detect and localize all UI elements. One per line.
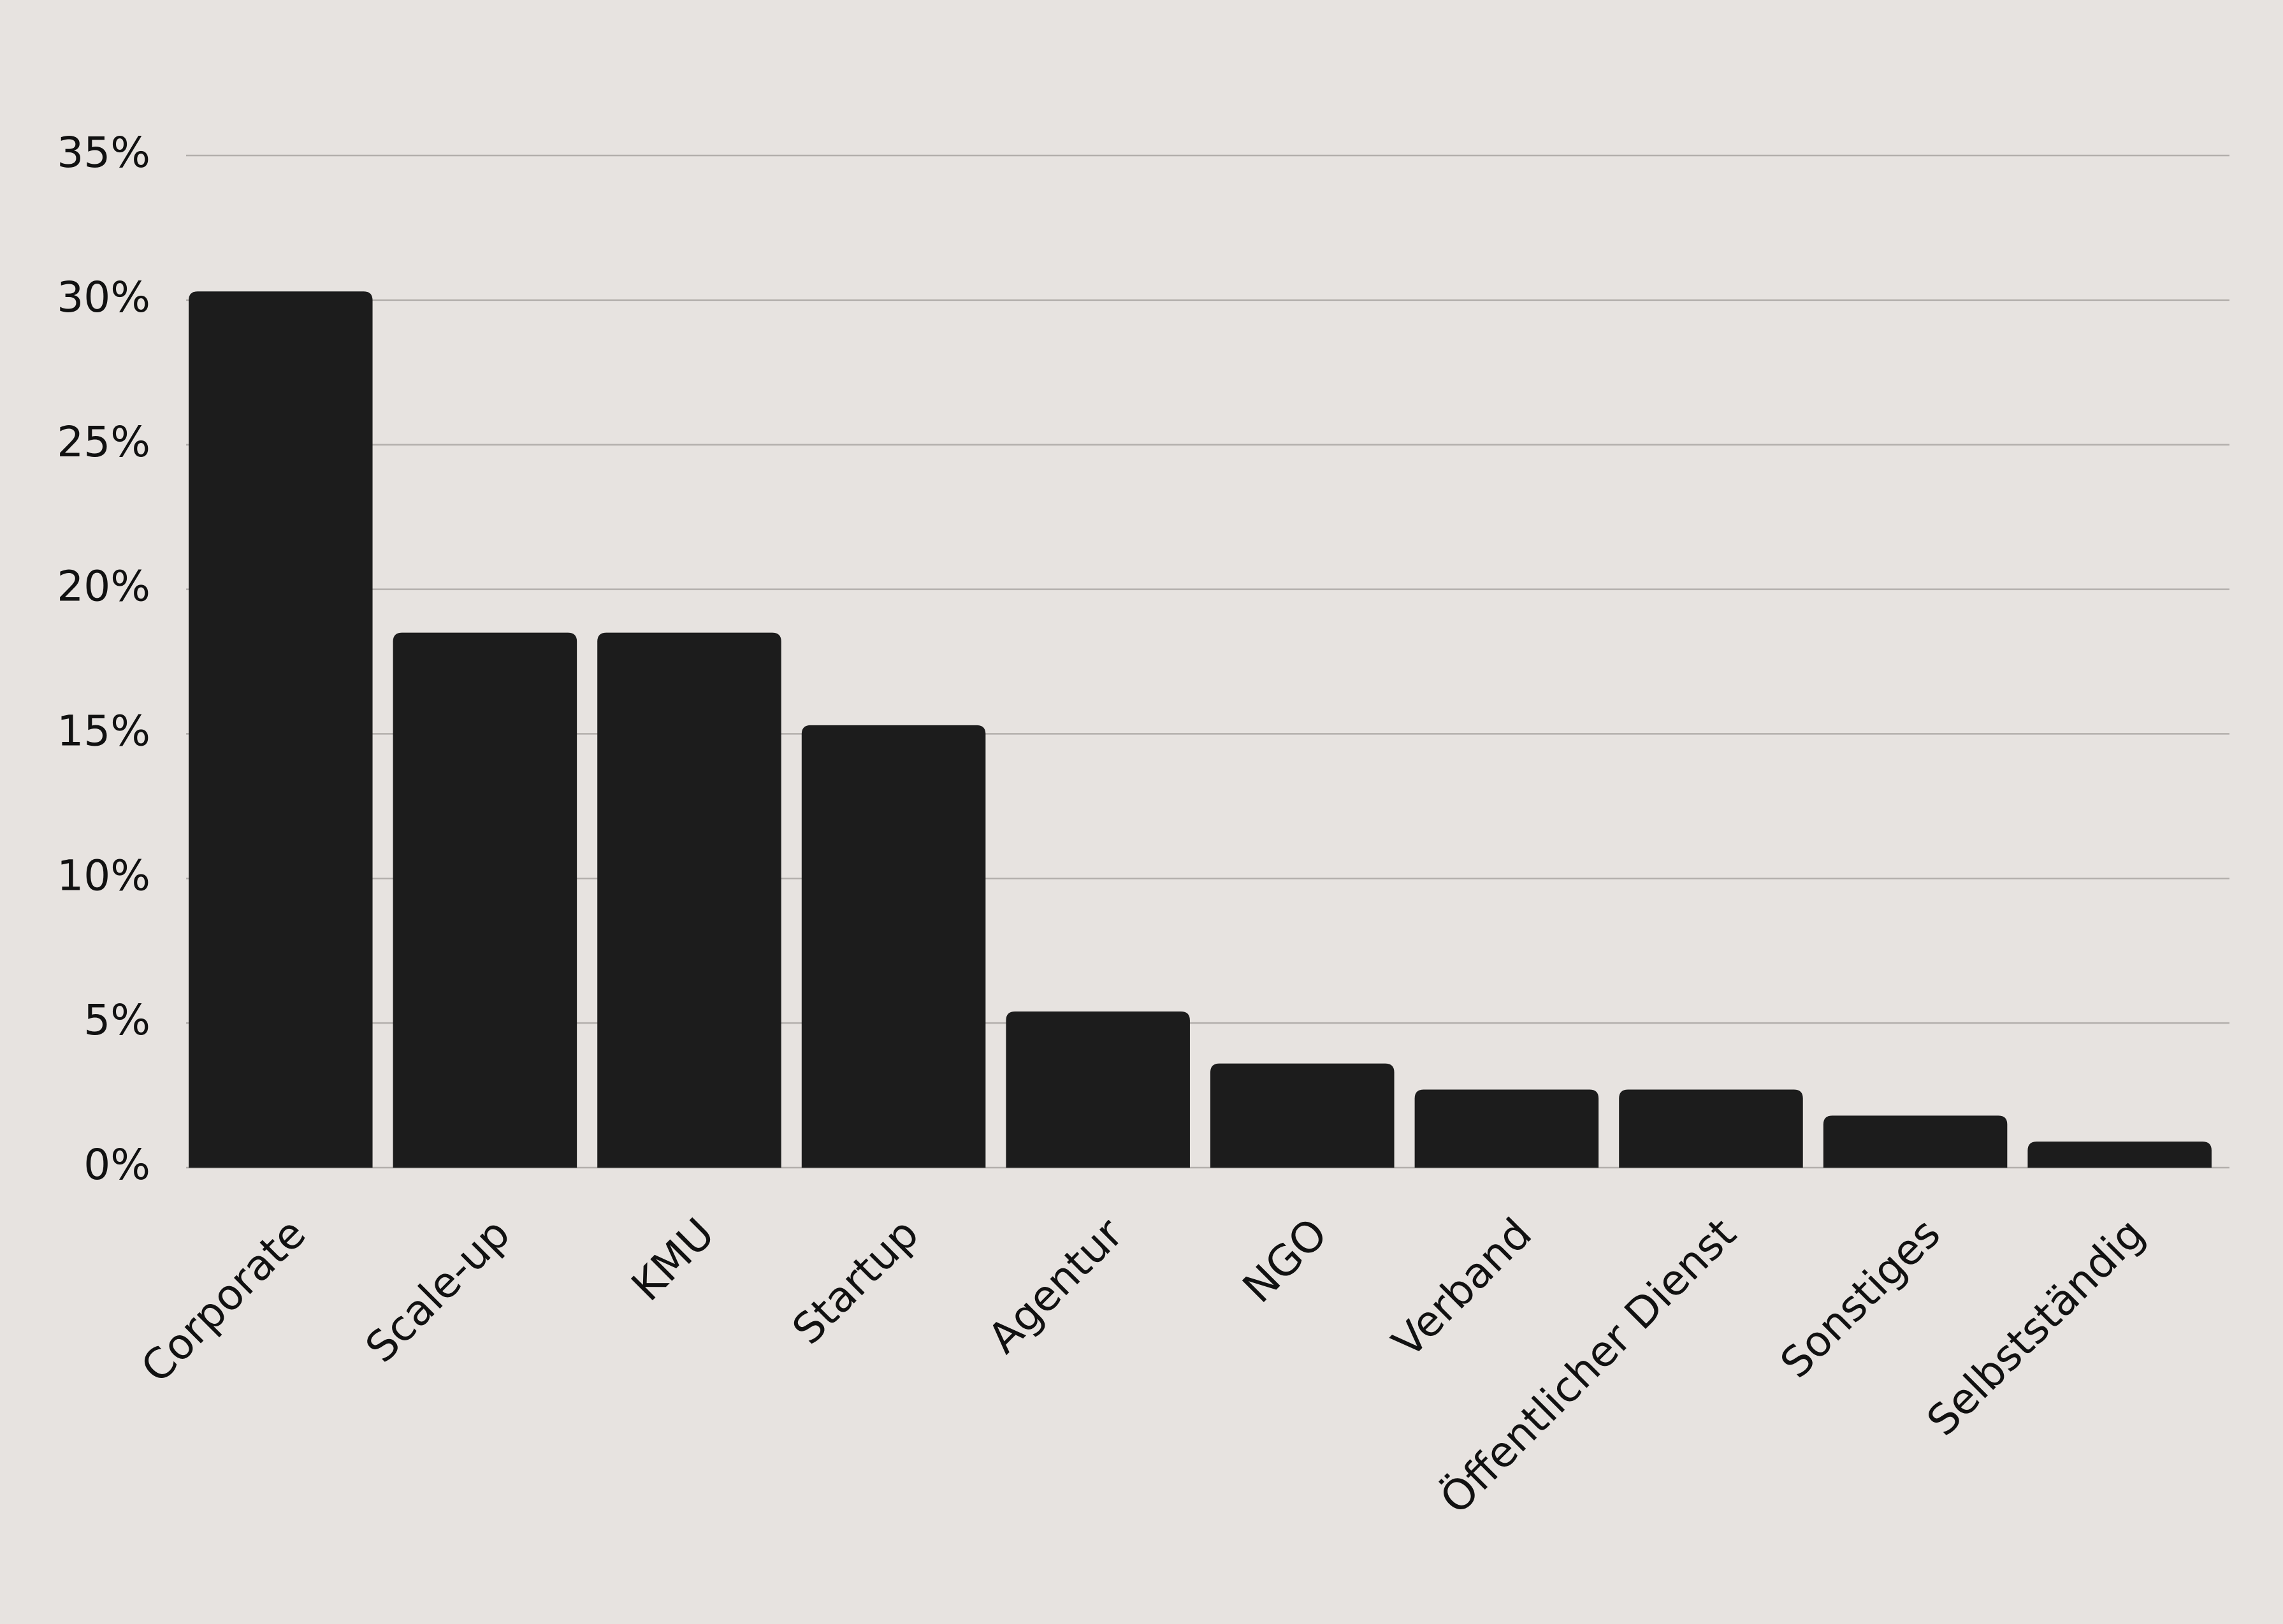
bar [1006, 1011, 1190, 1168]
y-tick-label: 5% [83, 996, 150, 1045]
bar [189, 291, 373, 1168]
bar [393, 632, 577, 1168]
bar [597, 632, 781, 1168]
y-tick-label: 0% [83, 1140, 150, 1189]
y-tick-label: 10% [57, 851, 150, 900]
bar [801, 725, 986, 1168]
bar [2027, 1142, 2212, 1168]
y-tick-label: 20% [57, 562, 150, 611]
bar [1210, 1063, 1395, 1168]
bar [1823, 1115, 2008, 1168]
bar [1619, 1089, 1803, 1168]
y-tick-label: 30% [57, 273, 150, 322]
y-tick-label: 15% [57, 706, 150, 755]
y-tick-label: 35% [57, 128, 150, 177]
y-tick-label: 25% [57, 417, 150, 467]
bar [1414, 1089, 1599, 1168]
